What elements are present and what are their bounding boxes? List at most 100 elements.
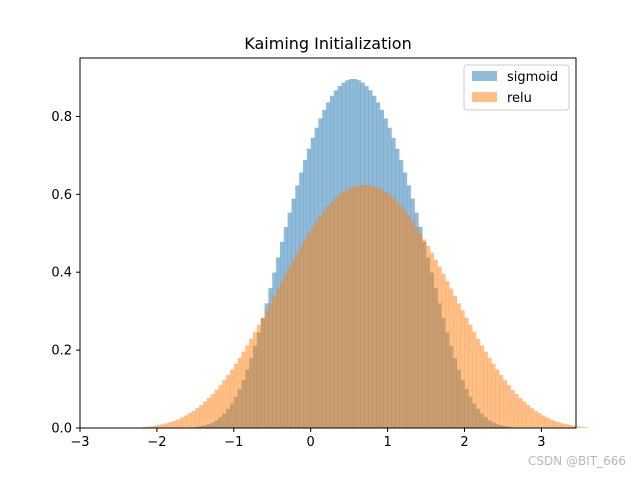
bar-relu bbox=[429, 252, 435, 428]
bar-relu bbox=[445, 281, 450, 428]
bar-relu bbox=[203, 401, 208, 428]
bar-relu bbox=[272, 295, 277, 428]
bar-relu bbox=[326, 206, 331, 428]
bar-relu bbox=[249, 338, 254, 428]
bar-relu bbox=[276, 288, 281, 428]
bar-relu bbox=[395, 202, 400, 428]
legend-label-relu: relu bbox=[507, 91, 532, 106]
chart-title: Kaiming Initialization bbox=[244, 34, 411, 53]
bar-relu bbox=[172, 420, 177, 428]
bar-relu bbox=[552, 420, 558, 428]
bar-relu bbox=[345, 189, 350, 428]
bar-relu bbox=[183, 415, 188, 428]
bar-relu bbox=[337, 194, 342, 428]
bar-relu bbox=[310, 227, 315, 428]
legend: sigmoid relu bbox=[463, 64, 570, 111]
bar-relu bbox=[283, 273, 288, 428]
bar-relu bbox=[229, 369, 235, 428]
bar-relu bbox=[460, 310, 465, 428]
bar-relu bbox=[564, 424, 569, 428]
x-axis: −3 −2 −1 0 1 2 3 bbox=[70, 428, 546, 450]
bar-relu bbox=[437, 266, 442, 428]
bar-relu bbox=[495, 369, 500, 428]
bar-relu bbox=[210, 394, 215, 428]
bar-relu bbox=[472, 331, 477, 428]
bar-relu bbox=[291, 259, 296, 428]
bar-relu bbox=[352, 186, 358, 428]
bar-relu bbox=[360, 184, 365, 428]
bar-relu bbox=[422, 239, 427, 428]
bar-relu bbox=[418, 233, 423, 428]
bar-relu bbox=[149, 426, 154, 428]
bar-relu bbox=[218, 385, 223, 428]
bar-relu bbox=[295, 252, 300, 428]
legend-swatch-sigmoid bbox=[472, 71, 497, 81]
bar-relu bbox=[187, 413, 192, 428]
bar-relu bbox=[364, 184, 369, 428]
bar-relu bbox=[518, 398, 523, 428]
bar-relu bbox=[214, 389, 219, 428]
bar-relu bbox=[568, 424, 573, 428]
bar-relu bbox=[349, 187, 354, 428]
y-tick-label: 0.2 bbox=[51, 344, 72, 359]
x-tick-label: −3 bbox=[70, 435, 89, 450]
bar-relu bbox=[433, 259, 438, 428]
bar-relu bbox=[476, 338, 481, 428]
bar-relu bbox=[449, 288, 454, 428]
bar-relu bbox=[279, 281, 285, 428]
bar-relu bbox=[402, 210, 408, 428]
bar-relu bbox=[533, 410, 538, 428]
bar-relu bbox=[491, 363, 496, 428]
plot-frame bbox=[79, 57, 577, 429]
bar-relu bbox=[537, 413, 542, 428]
bar-relu bbox=[333, 198, 338, 428]
series-relu bbox=[141, 184, 588, 428]
bar-relu bbox=[179, 417, 185, 428]
bar-relu bbox=[541, 415, 546, 428]
x-tick-label: −2 bbox=[147, 435, 166, 450]
bar-relu bbox=[237, 357, 242, 428]
bar-relu bbox=[468, 324, 473, 428]
bar-relu bbox=[399, 206, 404, 428]
y-tick-label: 0.8 bbox=[51, 110, 72, 125]
bar-relu bbox=[576, 426, 581, 428]
bar-relu bbox=[206, 398, 212, 428]
bar-relu bbox=[233, 363, 238, 428]
bar-relu bbox=[322, 210, 327, 428]
bar-relu bbox=[514, 394, 519, 428]
bar-relu bbox=[410, 221, 415, 428]
legend-swatch-relu bbox=[472, 92, 497, 102]
bar-relu bbox=[318, 215, 323, 428]
bar-relu bbox=[426, 246, 431, 428]
bar-relu bbox=[526, 405, 531, 428]
x-tick-label: −1 bbox=[224, 435, 243, 450]
bar-relu bbox=[483, 351, 488, 428]
bar-relu bbox=[522, 401, 527, 428]
bar-relu bbox=[452, 295, 458, 428]
bar-relu bbox=[572, 425, 577, 428]
bar-relu bbox=[529, 408, 534, 428]
bar-relu bbox=[464, 317, 469, 428]
bar-relu bbox=[545, 417, 550, 428]
bar-relu bbox=[241, 351, 246, 428]
bar-relu bbox=[156, 424, 162, 428]
bar-relu bbox=[226, 375, 231, 428]
bar-relu bbox=[268, 303, 273, 428]
bar-relu bbox=[153, 425, 158, 428]
bar-relu bbox=[560, 423, 565, 428]
bar-relu bbox=[579, 426, 584, 428]
bar-relu bbox=[479, 345, 485, 428]
y-tick-label: 0.6 bbox=[51, 188, 72, 203]
bar-relu bbox=[176, 419, 181, 428]
bar-relu bbox=[556, 422, 561, 428]
bar-relu bbox=[583, 427, 588, 428]
bar-relu bbox=[299, 246, 304, 428]
bar-relu bbox=[306, 233, 311, 428]
bar-relu bbox=[510, 389, 515, 428]
bar-relu bbox=[260, 317, 265, 428]
watermark: CSDN @BIT_666 bbox=[527, 454, 626, 468]
bar-relu bbox=[502, 380, 508, 428]
y-tick-label: 0.0 bbox=[51, 422, 72, 437]
x-tick-label: 1 bbox=[383, 435, 391, 450]
bar-relu bbox=[406, 215, 411, 428]
